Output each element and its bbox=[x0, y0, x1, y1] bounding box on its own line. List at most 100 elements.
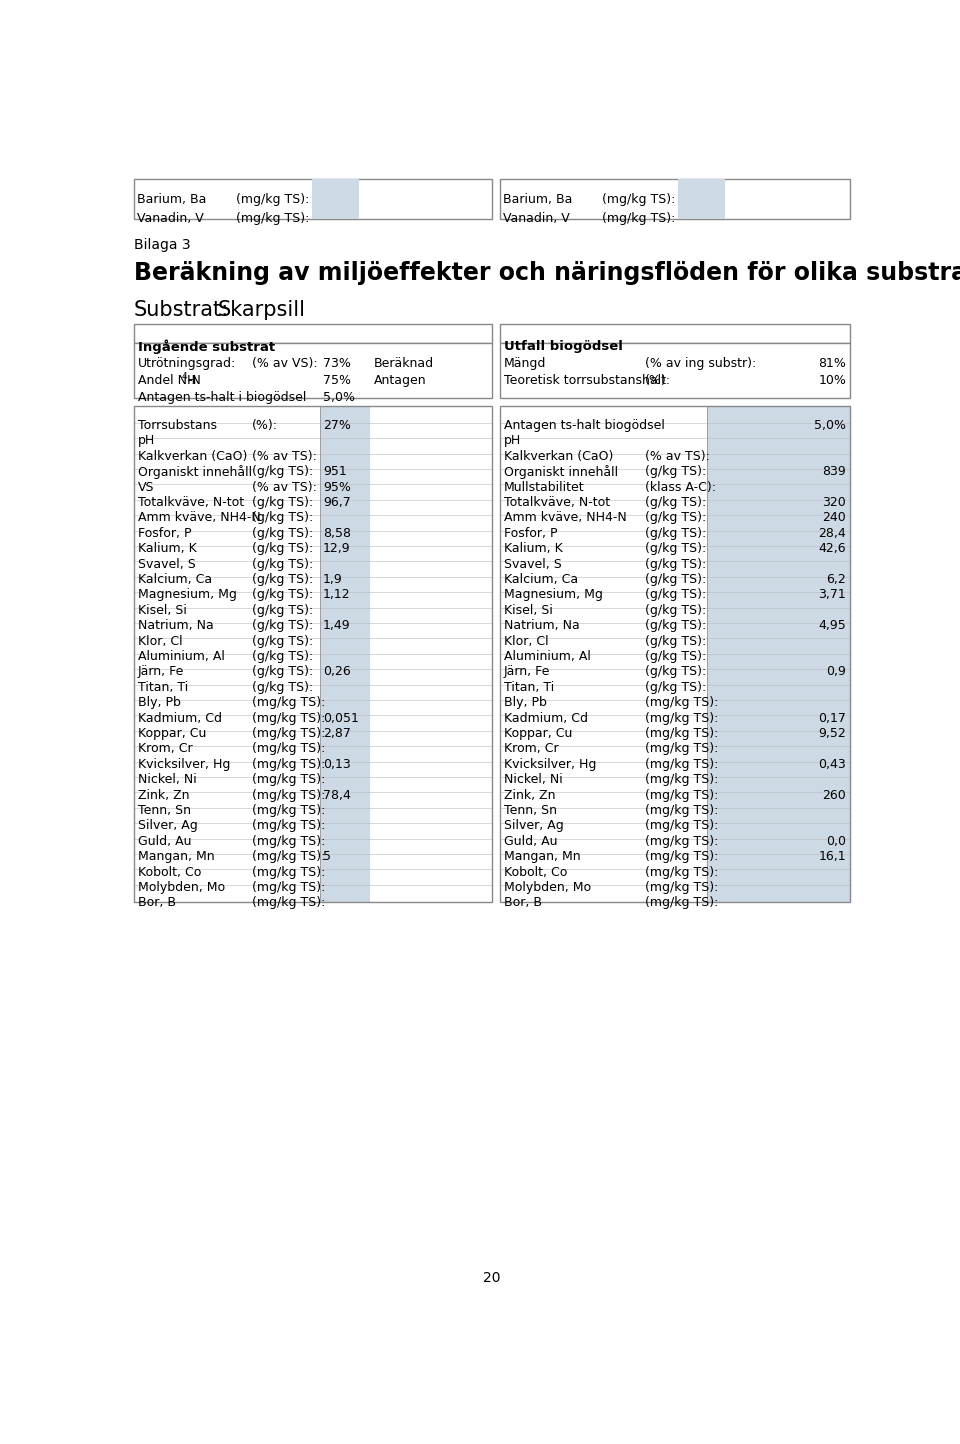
Text: (mg/kg TS):: (mg/kg TS): bbox=[252, 804, 325, 817]
Text: Bly, Pb: Bly, Pb bbox=[504, 696, 546, 709]
Text: Kalcium, Ca: Kalcium, Ca bbox=[504, 573, 578, 586]
Text: (mg/kg TS):: (mg/kg TS): bbox=[236, 212, 310, 225]
Text: Krom, Cr: Krom, Cr bbox=[138, 742, 192, 755]
Text: Aluminium, Al: Aluminium, Al bbox=[138, 650, 225, 663]
Text: (mg/kg TS):: (mg/kg TS): bbox=[602, 193, 676, 206]
Text: (g/kg TS):: (g/kg TS): bbox=[645, 557, 706, 570]
Text: 951: 951 bbox=[324, 465, 347, 478]
Text: 5,0%: 5,0% bbox=[814, 419, 846, 432]
Text: (mg/kg TS):: (mg/kg TS): bbox=[645, 773, 718, 786]
Text: 4,95: 4,95 bbox=[819, 619, 846, 632]
Bar bbox=[134, 406, 492, 901]
Text: Tenn, Sn: Tenn, Sn bbox=[138, 804, 191, 817]
Text: 0,43: 0,43 bbox=[819, 758, 846, 771]
Text: (mg/kg TS):: (mg/kg TS): bbox=[602, 212, 676, 225]
Text: Molybden, Mo: Molybden, Mo bbox=[504, 881, 590, 894]
Text: 95%: 95% bbox=[324, 481, 351, 494]
Text: (g/kg TS):: (g/kg TS): bbox=[645, 542, 706, 554]
Text: (mg/kg TS):: (mg/kg TS): bbox=[252, 773, 325, 786]
Text: Organiskt innehåll: Organiskt innehåll bbox=[138, 465, 252, 479]
Text: (mg/kg TS):: (mg/kg TS): bbox=[252, 758, 325, 771]
Bar bbox=[500, 325, 850, 342]
Text: 81%: 81% bbox=[818, 357, 846, 370]
Text: Beräknad: Beräknad bbox=[373, 357, 434, 370]
Text: (%):: (%): bbox=[645, 374, 671, 387]
Text: Mullstabilitet: Mullstabilitet bbox=[504, 481, 585, 494]
Text: Koppar, Cu: Koppar, Cu bbox=[504, 726, 572, 739]
Text: (g/kg TS):: (g/kg TS): bbox=[252, 557, 313, 570]
Text: (mg/kg TS):: (mg/kg TS): bbox=[645, 865, 718, 878]
Text: 320: 320 bbox=[823, 495, 846, 508]
Text: (mg/kg TS):: (mg/kg TS): bbox=[252, 897, 325, 910]
Text: Torrsubstans: Torrsubstans bbox=[138, 419, 217, 432]
Text: 4: 4 bbox=[182, 373, 187, 381]
Text: (g/kg TS):: (g/kg TS): bbox=[252, 619, 313, 632]
Text: Andel NH: Andel NH bbox=[138, 374, 196, 387]
Text: 73%: 73% bbox=[324, 357, 351, 370]
Text: 5,0%: 5,0% bbox=[324, 391, 355, 404]
Text: (g/kg TS):: (g/kg TS): bbox=[645, 666, 706, 679]
Text: 42,6: 42,6 bbox=[819, 542, 846, 554]
Text: Mangan, Mn: Mangan, Mn bbox=[138, 851, 214, 864]
Text: (%):: (%): bbox=[252, 419, 277, 432]
Text: Klor, Cl: Klor, Cl bbox=[504, 634, 548, 647]
Text: Järn, Fe: Järn, Fe bbox=[138, 666, 184, 679]
Text: Fosfor, P: Fosfor, P bbox=[138, 527, 191, 540]
Text: (g/kg TS):: (g/kg TS): bbox=[645, 511, 706, 524]
Text: 1,9: 1,9 bbox=[324, 573, 343, 586]
Text: (% av TS):: (% av TS): bbox=[252, 481, 317, 494]
Text: Ingående substrat: Ingående substrat bbox=[138, 339, 275, 354]
Text: Antagen ts-halt biogödsel: Antagen ts-halt biogödsel bbox=[504, 419, 664, 432]
Text: Vanadin, V: Vanadin, V bbox=[137, 212, 204, 225]
Text: Skarpsill: Skarpsill bbox=[218, 299, 305, 319]
Text: Bor, B: Bor, B bbox=[138, 897, 176, 910]
Text: 0,26: 0,26 bbox=[324, 666, 350, 679]
Text: Kalkverkan (CaO): Kalkverkan (CaO) bbox=[504, 449, 613, 462]
Text: (mg/kg TS):: (mg/kg TS): bbox=[252, 726, 325, 739]
Text: 28,4: 28,4 bbox=[819, 527, 846, 540]
Text: 0,13: 0,13 bbox=[324, 758, 350, 771]
Text: (mg/kg TS):: (mg/kg TS): bbox=[645, 758, 718, 771]
Text: 27%: 27% bbox=[324, 419, 351, 432]
Text: (mg/kg TS):: (mg/kg TS): bbox=[252, 835, 325, 848]
Text: Mängd: Mängd bbox=[504, 357, 546, 370]
Text: Mangan, Mn: Mangan, Mn bbox=[504, 851, 580, 864]
Text: (g/kg TS):: (g/kg TS): bbox=[252, 604, 313, 617]
Text: Kadmium, Cd: Kadmium, Cd bbox=[504, 712, 588, 725]
Text: (klass A-C):: (klass A-C): bbox=[645, 481, 715, 494]
Text: Kalkverkan (CaO): Kalkverkan (CaO) bbox=[138, 449, 248, 462]
Text: Kvicksilver, Hg: Kvicksilver, Hg bbox=[138, 758, 230, 771]
Text: (mg/kg TS):: (mg/kg TS): bbox=[252, 788, 325, 801]
Text: Utfall biogödsel: Utfall biogödsel bbox=[504, 339, 622, 352]
Text: Bor, B: Bor, B bbox=[504, 897, 541, 910]
Text: Utrötningsgrad:: Utrötningsgrad: bbox=[138, 357, 236, 370]
Text: Natrium, Na: Natrium, Na bbox=[138, 619, 213, 632]
Text: 10%: 10% bbox=[818, 374, 846, 387]
Text: (g/kg TS):: (g/kg TS): bbox=[252, 465, 313, 478]
Text: 96,7: 96,7 bbox=[324, 495, 350, 508]
Text: Silver, Ag: Silver, Ag bbox=[504, 819, 564, 832]
Text: Substrat:: Substrat: bbox=[134, 299, 229, 319]
Text: (mg/kg TS):: (mg/kg TS): bbox=[645, 712, 718, 725]
Text: (g/kg TS):: (g/kg TS): bbox=[252, 542, 313, 554]
Text: Totalkväve, N-tot: Totalkväve, N-tot bbox=[138, 495, 244, 508]
Text: (mg/kg TS):: (mg/kg TS): bbox=[252, 742, 325, 755]
Bar bbox=[678, 179, 725, 219]
Text: (% av TS):: (% av TS): bbox=[252, 449, 317, 462]
Text: Antagen: Antagen bbox=[373, 374, 426, 387]
Text: 260: 260 bbox=[823, 788, 846, 801]
Text: 78,4: 78,4 bbox=[324, 788, 351, 801]
Text: (mg/kg TS):: (mg/kg TS): bbox=[252, 696, 325, 709]
Text: (mg/kg TS):: (mg/kg TS): bbox=[645, 696, 718, 709]
Text: (g/kg TS):: (g/kg TS): bbox=[252, 527, 313, 540]
Text: (mg/kg TS):: (mg/kg TS): bbox=[645, 726, 718, 739]
Text: Kadmium, Cd: Kadmium, Cd bbox=[138, 712, 222, 725]
Text: (% av VS):: (% av VS): bbox=[252, 357, 318, 370]
Text: 9,52: 9,52 bbox=[819, 726, 846, 739]
Text: (g/kg TS):: (g/kg TS): bbox=[645, 604, 706, 617]
Text: 12,9: 12,9 bbox=[324, 542, 350, 554]
Text: Svavel, S: Svavel, S bbox=[138, 557, 196, 570]
Text: Titan, Ti: Titan, Ti bbox=[138, 680, 188, 693]
Text: (mg/kg TS):: (mg/kg TS): bbox=[645, 742, 718, 755]
Text: Kalium, K: Kalium, K bbox=[504, 542, 563, 554]
